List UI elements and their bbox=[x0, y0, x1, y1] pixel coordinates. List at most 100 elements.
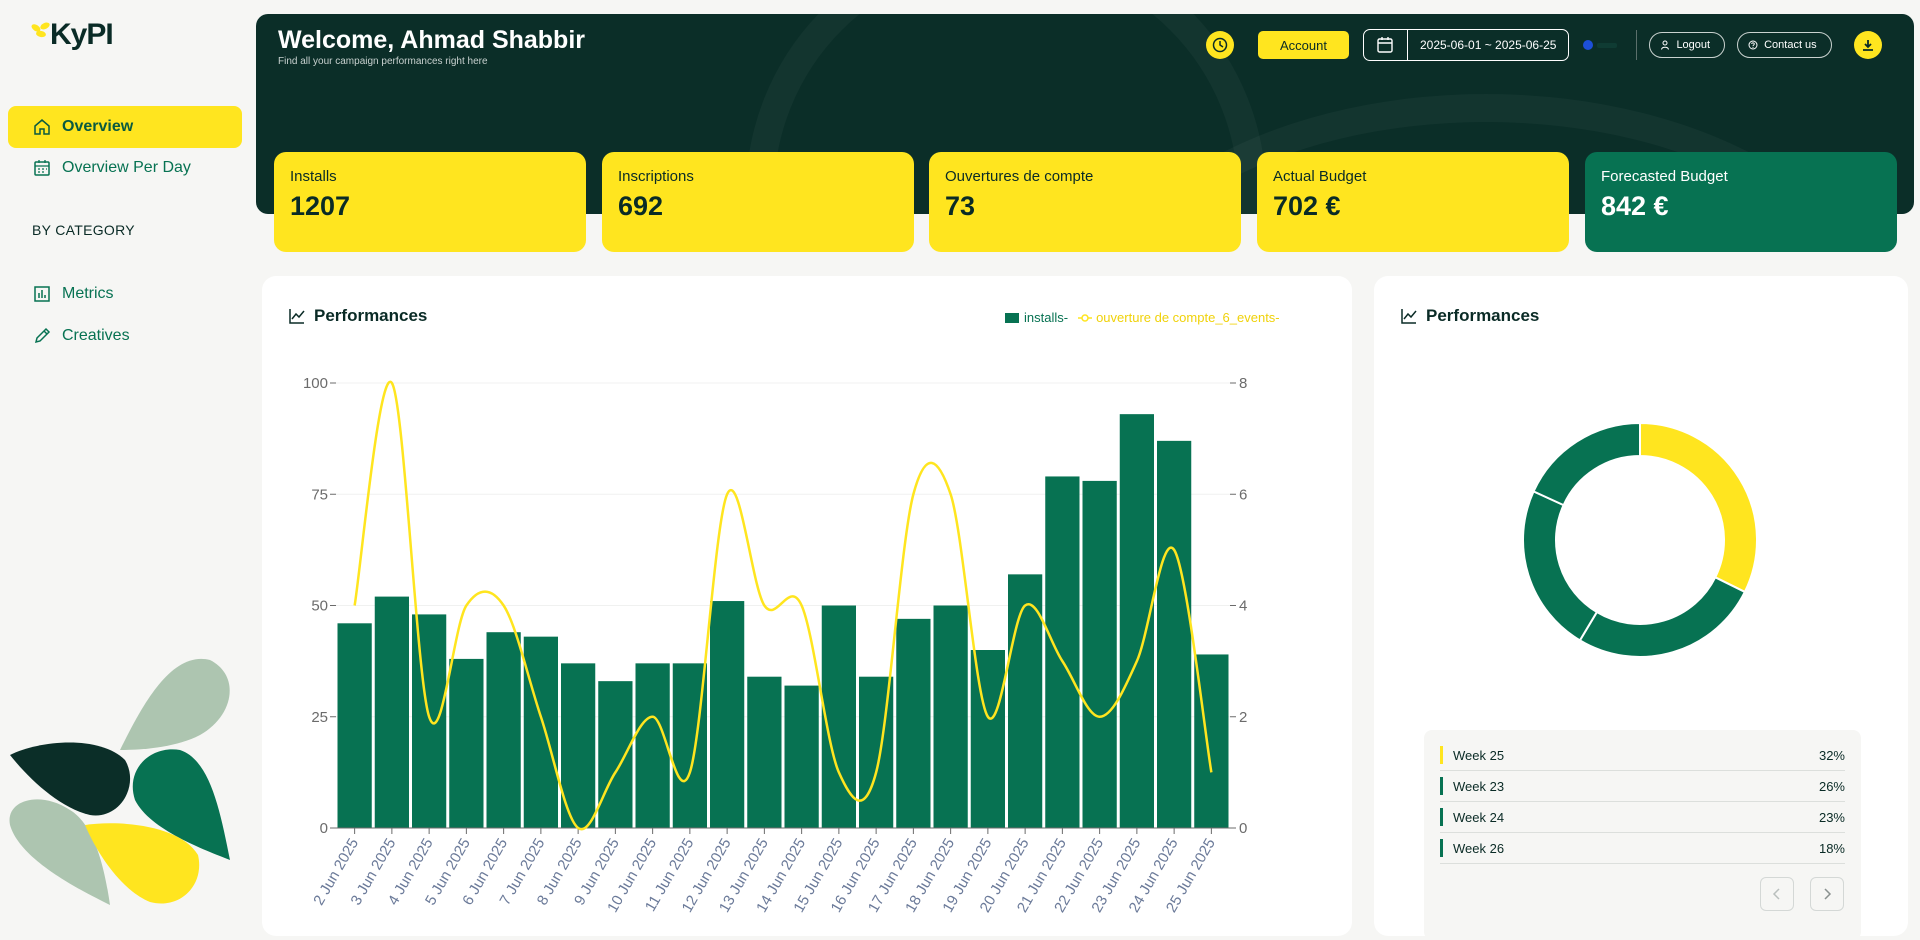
series-line-ouverture bbox=[353, 380, 1213, 831]
card-title: Performances bbox=[288, 306, 427, 326]
chevron-left-icon bbox=[1772, 888, 1782, 900]
sidebar: KyPI Overview Overview Per Day BY CATEGO… bbox=[0, 0, 256, 927]
kpi-card-inscriptions: Inscriptions 692 bbox=[602, 152, 914, 252]
calendar-icon bbox=[32, 158, 52, 178]
card-title-text: Performances bbox=[314, 306, 428, 325]
donut-chart bbox=[1522, 421, 1758, 658]
bar bbox=[933, 605, 968, 828]
y2-tick-label: 6 bbox=[1239, 486, 1247, 503]
legend-ouverture[interactable]: ouverture de compte_6_events- bbox=[1096, 310, 1280, 325]
donut-slice bbox=[1639, 421, 1758, 594]
list-item[interactable]: Week 23 26% bbox=[1440, 771, 1845, 802]
bar bbox=[337, 623, 372, 828]
kpi-value: 692 bbox=[618, 191, 664, 221]
kpi-label: Forecasted Budget bbox=[1601, 168, 1728, 185]
bar bbox=[449, 658, 484, 828]
history-icon bbox=[1211, 36, 1229, 54]
page-subtitle: Find all your campaign performances righ… bbox=[278, 56, 488, 67]
download-button[interactable] bbox=[1853, 31, 1882, 59]
trend-icon bbox=[288, 307, 306, 325]
bar bbox=[412, 614, 447, 828]
bar bbox=[1008, 574, 1043, 828]
week-color-bar bbox=[1440, 746, 1443, 764]
bar-chart-icon bbox=[32, 284, 52, 304]
kpi-card-forecasted-budget: Forecasted Budget 842 € bbox=[1585, 152, 1897, 252]
y2-tick-label: 2 bbox=[1239, 709, 1247, 726]
calendar-icon bbox=[1364, 30, 1408, 60]
week-label: Week 24 bbox=[1453, 809, 1505, 825]
legend-installs[interactable]: installs- bbox=[1024, 310, 1069, 325]
sidebar-item-label: Overview bbox=[62, 118, 134, 135]
bar bbox=[784, 685, 819, 828]
week-legend-panel: Week 25 32% Week 23 26% Week 24 23% Week… bbox=[1424, 730, 1861, 940]
sidebar-item-metrics[interactable]: Metrics bbox=[8, 273, 242, 315]
bar bbox=[523, 636, 558, 828]
date-range-picker[interactable]: 2025-06-01 ~ 2025-06-25 bbox=[1362, 29, 1570, 61]
sidebar-item-overview-per-day[interactable]: Overview Per Day bbox=[8, 147, 242, 189]
y-tick-label: 25 bbox=[311, 709, 328, 726]
y2-tick-label: 4 bbox=[1239, 598, 1247, 615]
kpi-card-actual-budget: Actual Budget 702 € bbox=[1257, 152, 1569, 252]
kpi-label: Actual Budget bbox=[1273, 168, 1367, 185]
account-button[interactable]: Account bbox=[1258, 31, 1349, 59]
kpi-value: 73 bbox=[945, 191, 976, 221]
kpi-value: 702 € bbox=[1273, 191, 1341, 221]
sidebar-item-overview[interactable]: Overview bbox=[8, 106, 242, 148]
bar bbox=[486, 632, 521, 828]
week-pct: 23% bbox=[1818, 809, 1845, 825]
logout-button[interactable]: Logout bbox=[1649, 32, 1726, 58]
bar bbox=[896, 618, 931, 828]
week-color-bar bbox=[1440, 777, 1443, 795]
donut-slice bbox=[1578, 575, 1747, 658]
week-label: Week 25 bbox=[1453, 747, 1505, 763]
week-color-bar bbox=[1440, 839, 1443, 857]
y2-tick-label: 0 bbox=[1239, 820, 1247, 837]
header-toolbar: Account 2025-06-01 ~ 2025-06-25 Logout C… bbox=[1206, 29, 1882, 61]
bar bbox=[710, 601, 745, 828]
contact-button[interactable]: Contact us bbox=[1737, 32, 1832, 58]
week-pct: 18% bbox=[1818, 840, 1845, 856]
help-icon bbox=[1748, 40, 1758, 50]
chart-legend: installs- ouverture de compte_6_events- bbox=[1005, 310, 1280, 325]
logo-mark-icon bbox=[31, 22, 50, 38]
kypi-logo[interactable]: KyPI bbox=[28, 18, 138, 64]
bar bbox=[747, 676, 782, 828]
y-tick-label: 0 bbox=[320, 820, 328, 837]
kpi-card-installs: Installs 1207 bbox=[274, 152, 586, 252]
language-icon[interactable] bbox=[1581, 38, 1621, 52]
logo-text: KyPI bbox=[50, 18, 114, 51]
week-pct: 32% bbox=[1818, 747, 1845, 763]
page-title: Welcome, Ahmad Shabbir bbox=[278, 26, 586, 54]
week-pct: 26% bbox=[1818, 778, 1845, 794]
sidebar-item-creatives[interactable]: Creatives bbox=[8, 315, 242, 357]
kpi-card-ouvertures: Ouvertures de compte 73 bbox=[929, 152, 1241, 252]
download-icon bbox=[1861, 38, 1875, 52]
bar bbox=[1082, 480, 1117, 828]
bar bbox=[1045, 476, 1080, 828]
history-button[interactable] bbox=[1206, 31, 1234, 59]
kpi-label: Inscriptions bbox=[618, 168, 694, 185]
next-page-button[interactable] bbox=[1810, 877, 1844, 911]
legend-swatch-line bbox=[1078, 313, 1093, 322]
bar bbox=[1157, 440, 1192, 828]
list-item[interactable]: Week 25 32% bbox=[1440, 740, 1845, 771]
prev-page-button[interactable] bbox=[1760, 877, 1794, 911]
bar bbox=[635, 663, 670, 828]
kpi-value: 1207 bbox=[290, 191, 351, 221]
week-label: Week 26 bbox=[1453, 840, 1505, 856]
list-item[interactable]: Week 26 18% bbox=[1440, 833, 1845, 864]
section-label: BY CATEGORY bbox=[32, 222, 135, 238]
card-title: Performances bbox=[1400, 306, 1539, 326]
bar bbox=[821, 605, 856, 828]
donut-slice bbox=[1522, 490, 1599, 642]
sidebar-item-label: Metrics bbox=[62, 285, 114, 302]
pencil-icon bbox=[32, 326, 52, 346]
y-tick-label: 75 bbox=[311, 486, 328, 503]
bar bbox=[374, 596, 409, 828]
bar bbox=[970, 650, 1005, 828]
y-tick-label: 50 bbox=[311, 598, 328, 615]
week-label: Week 23 bbox=[1453, 778, 1505, 794]
donut-slice bbox=[1532, 421, 1641, 507]
list-item[interactable]: Week 24 23% bbox=[1440, 802, 1845, 833]
